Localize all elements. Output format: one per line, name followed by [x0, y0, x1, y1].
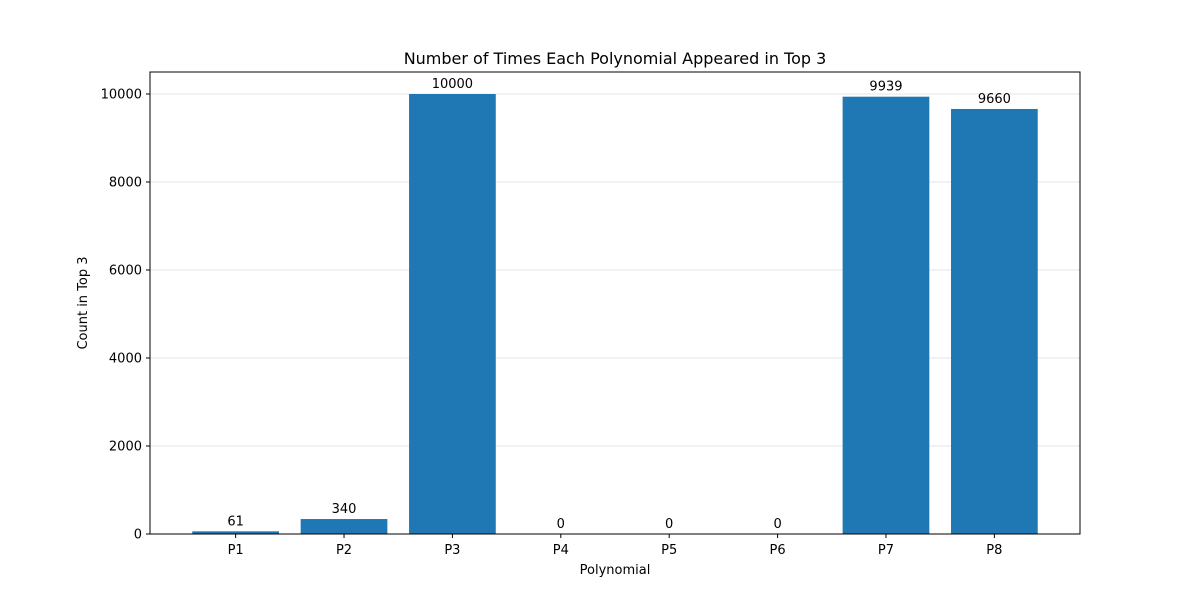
bar-value-label: 0 [773, 517, 781, 532]
chart-title: Number of Times Each Polynomial Appeared… [404, 49, 827, 68]
y-tick-label: 6000 [109, 264, 142, 279]
x-tick-label: P7 [878, 543, 894, 558]
y-tick-label: 8000 [109, 176, 142, 191]
x-tick-label: P1 [228, 543, 244, 558]
x-tick-label: P2 [336, 543, 352, 558]
bar-p2 [300, 519, 388, 534]
value-label-layer: 61 340 10000 0 0 0 9939 9660 [227, 77, 1011, 532]
y-tick-label: 10000 [101, 88, 142, 103]
x-tick-label: P8 [986, 543, 1002, 558]
bar-value-label: 0 [557, 517, 565, 532]
grid-layer [150, 93, 1080, 535]
bar-value-label: 0 [665, 517, 673, 532]
bar-value-label: 9660 [978, 92, 1011, 107]
plot-area-frame [149, 71, 1081, 535]
bar-layer [192, 94, 1038, 535]
x-tick-label: P6 [770, 543, 786, 558]
tick-layer: 0 2000 4000 6000 8000 10000 P1 P2 P3 P4 P5 P6 P7 P8 [101, 88, 1003, 559]
x-tick-label: P5 [661, 543, 677, 558]
y-tick-label: 4000 [109, 352, 142, 367]
x-tick-label: P3 [444, 543, 460, 558]
x-tick-label: P4 [553, 543, 569, 558]
bar-value-label: 10000 [432, 77, 473, 92]
bar-value-label: 61 [227, 514, 244, 529]
bar-p8 [951, 108, 1038, 535]
bar-p1 [192, 531, 279, 534]
x-axis-title: Polynomial [580, 563, 651, 578]
y-axis-title: Count in Top 3 [76, 256, 91, 349]
y-tick-label: 0 [134, 528, 142, 543]
bar-p7 [842, 96, 930, 535]
bar-value-label: 9939 [869, 80, 902, 95]
bar-value-label: 340 [332, 502, 357, 517]
y-tick-label: 2000 [109, 440, 142, 455]
bar-p3 [409, 94, 496, 534]
